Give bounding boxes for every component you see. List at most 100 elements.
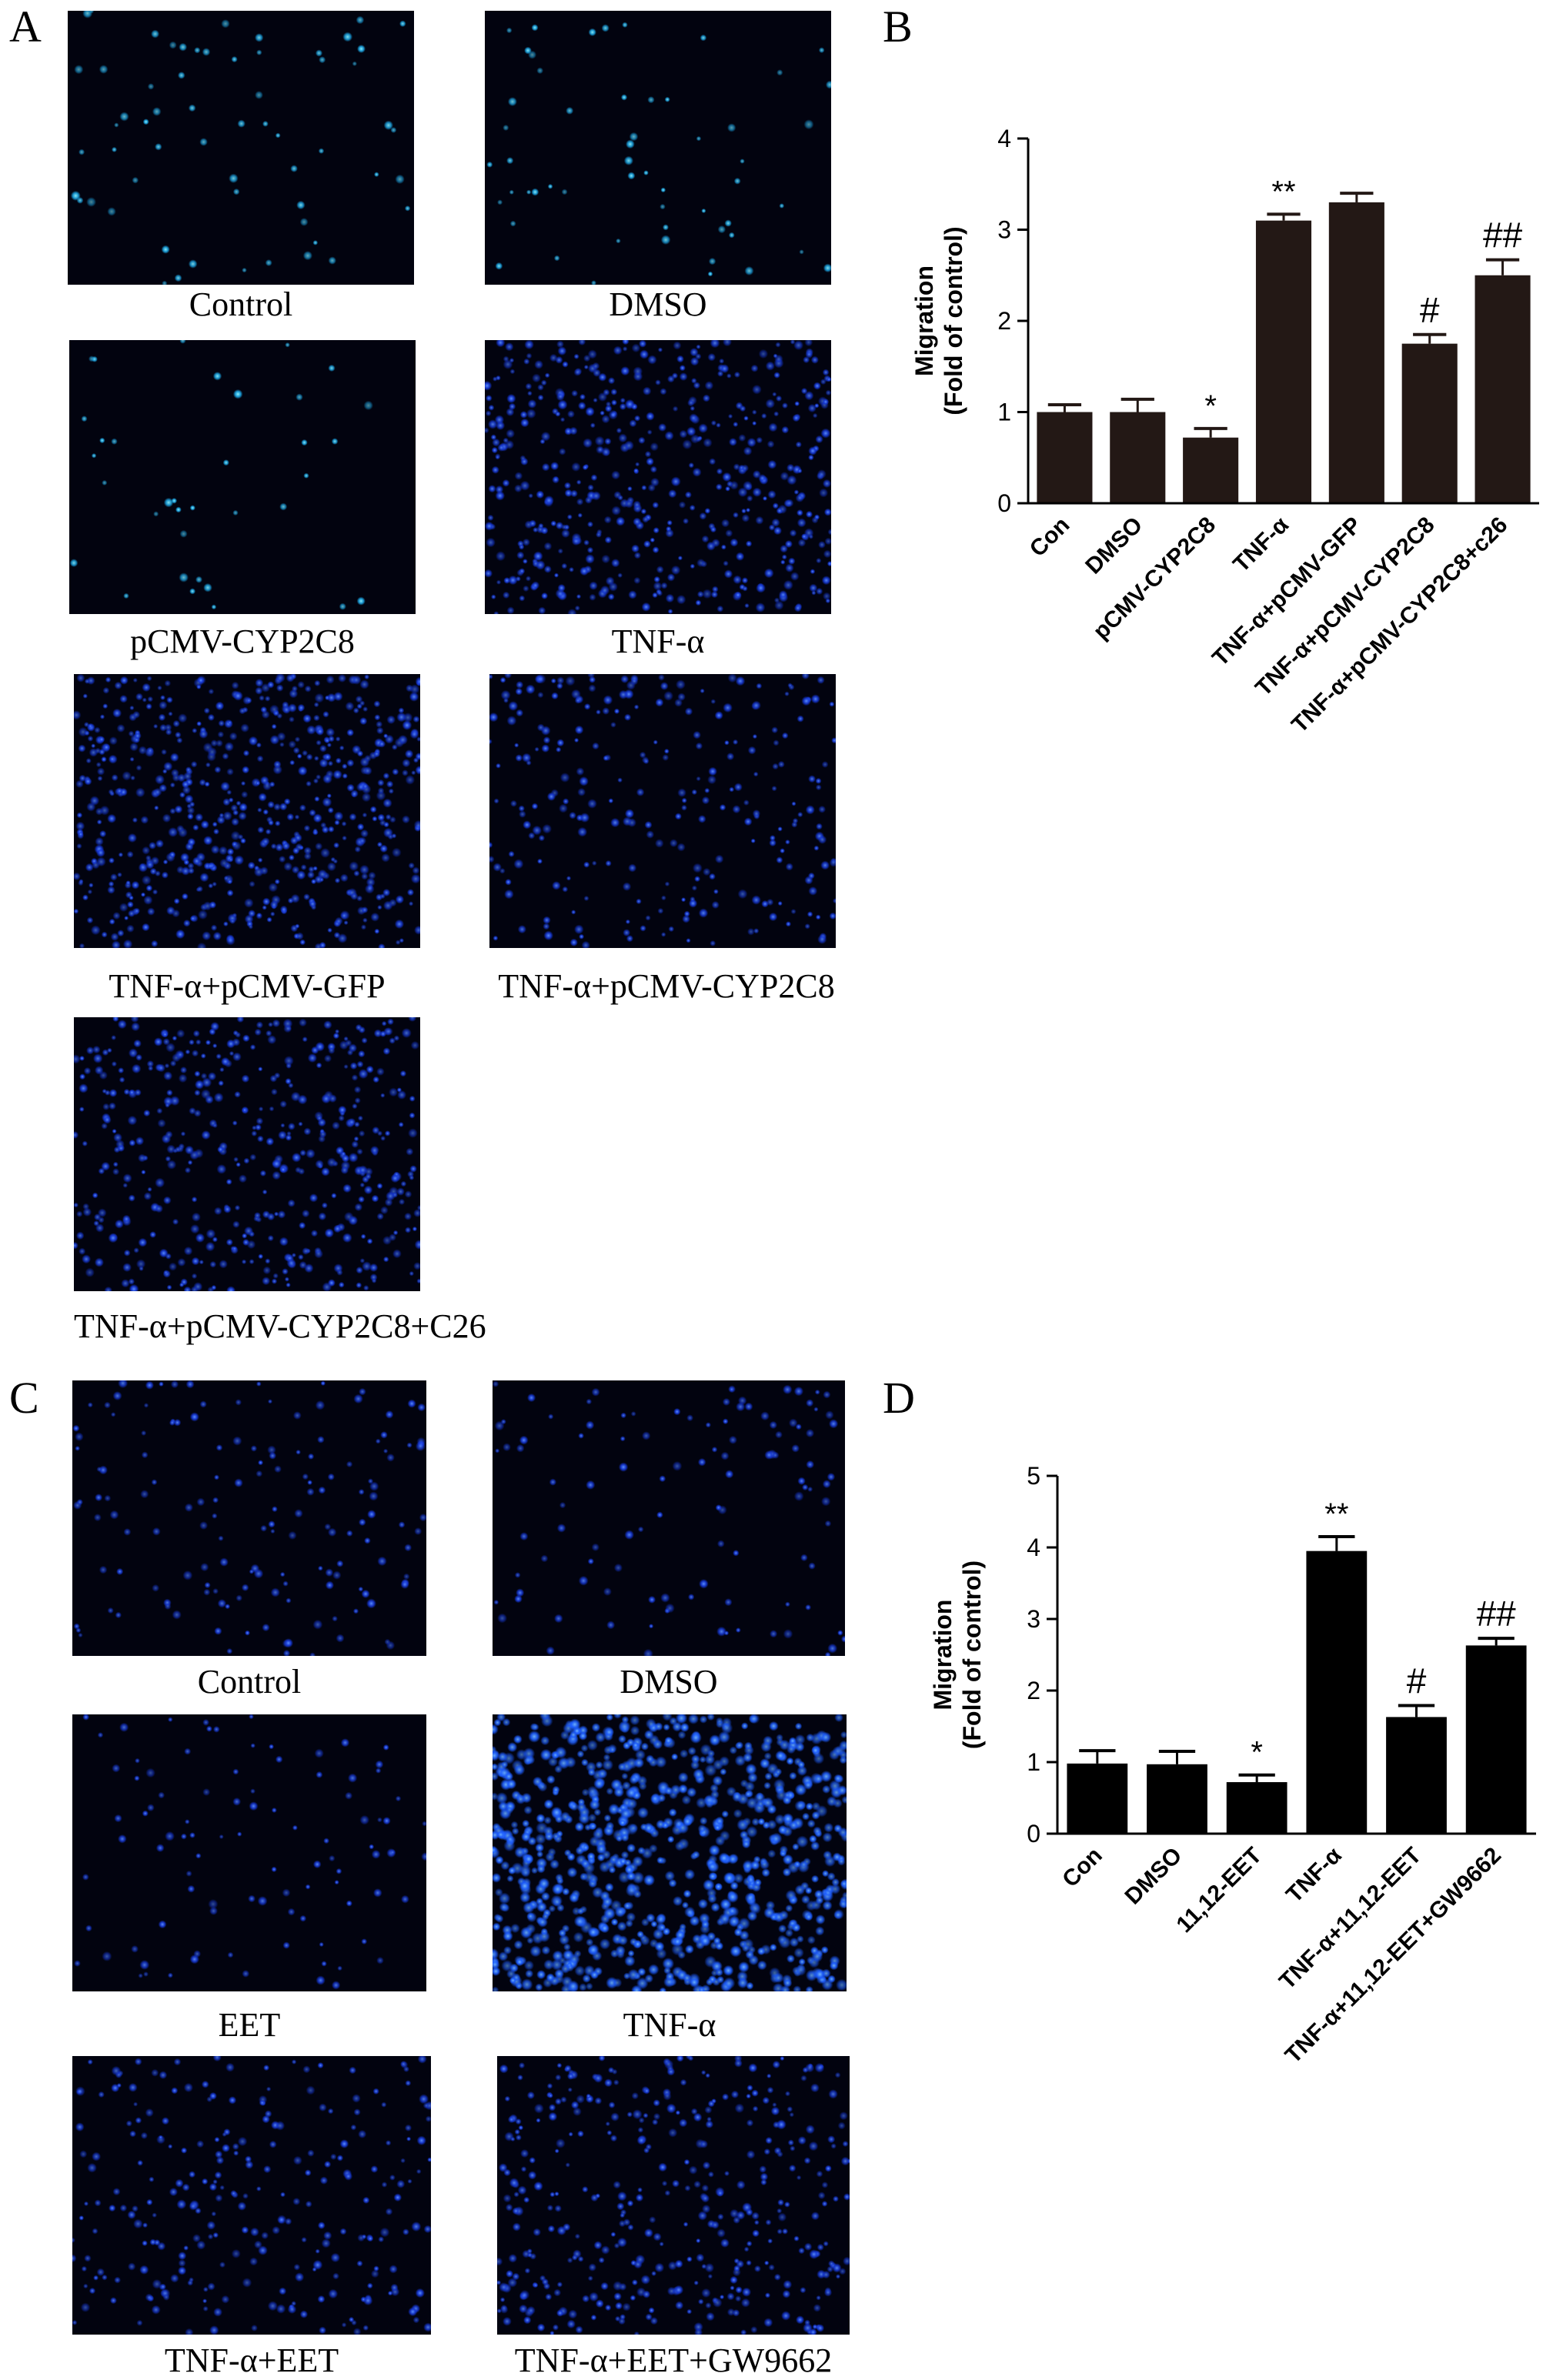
nucleus bbox=[780, 848, 785, 854]
nucleus bbox=[566, 106, 574, 115]
nucleus bbox=[351, 1140, 359, 1148]
nucleus bbox=[225, 1604, 231, 1610]
nucleus bbox=[192, 1030, 200, 1037]
nucleus bbox=[496, 1792, 508, 1804]
nucleus bbox=[741, 464, 750, 472]
nucleus bbox=[359, 1814, 370, 1825]
nucleus bbox=[766, 898, 774, 906]
panel-letter-d: D bbox=[883, 1373, 915, 1423]
nucleus bbox=[179, 340, 186, 344]
nucleus bbox=[699, 1715, 708, 1724]
nucleus bbox=[668, 489, 677, 499]
nucleus bbox=[229, 732, 238, 741]
nucleus bbox=[192, 824, 199, 831]
nucleus bbox=[756, 1960, 767, 1971]
nucleus bbox=[334, 819, 340, 826]
nucleus bbox=[635, 2193, 644, 2202]
nucleus bbox=[777, 2198, 784, 2206]
nucleus bbox=[95, 1494, 103, 1502]
nucleus bbox=[721, 1810, 730, 1818]
nucleus bbox=[691, 885, 697, 891]
y-tick-label: 0 bbox=[1027, 1820, 1040, 1848]
nucleus bbox=[164, 679, 172, 687]
nucleus bbox=[354, 1097, 361, 1104]
nucleus bbox=[743, 480, 753, 491]
nucleus bbox=[317, 869, 328, 880]
nucleus bbox=[809, 2249, 819, 2259]
nucleus bbox=[348, 1153, 359, 1163]
nucleus bbox=[515, 754, 523, 762]
nucleus bbox=[361, 1037, 368, 1044]
nucleus bbox=[222, 2131, 227, 2137]
nucleus bbox=[98, 2091, 105, 2098]
nucleus bbox=[404, 1190, 412, 1198]
nucleus bbox=[613, 2281, 623, 2292]
nucleus bbox=[696, 776, 701, 782]
nucleus bbox=[797, 715, 804, 723]
nucleus bbox=[740, 2329, 747, 2335]
nucleus bbox=[653, 581, 663, 591]
nucleus bbox=[214, 2137, 220, 2143]
nucleus bbox=[532, 825, 542, 836]
nucleus bbox=[618, 1734, 626, 1744]
nuclei-field bbox=[486, 22, 831, 285]
nucleus bbox=[606, 401, 612, 407]
nucleus bbox=[645, 915, 651, 921]
nucleus bbox=[787, 2106, 793, 2112]
nucleus bbox=[523, 1755, 533, 1765]
nucleus bbox=[712, 586, 719, 593]
nucleus bbox=[652, 546, 660, 554]
nucleus bbox=[237, 119, 245, 128]
nucleus bbox=[152, 1527, 161, 1536]
nucleus bbox=[523, 1805, 533, 1815]
nucleus bbox=[797, 539, 807, 547]
nucleus bbox=[553, 255, 560, 262]
nucleus bbox=[228, 2096, 237, 2105]
nucleus bbox=[762, 2096, 770, 2105]
nucleus bbox=[266, 1030, 272, 1037]
nucleus bbox=[620, 1412, 626, 1419]
nucleus bbox=[105, 1090, 111, 1096]
nucleus bbox=[543, 1816, 552, 1824]
nucleus bbox=[206, 2096, 212, 2102]
nucleus bbox=[380, 1206, 389, 1215]
nucleus bbox=[235, 1594, 242, 1602]
nucleus bbox=[188, 259, 198, 269]
nucleus bbox=[279, 502, 288, 511]
nucleus bbox=[389, 1087, 399, 1097]
nucleus bbox=[358, 1050, 366, 1058]
nucleus bbox=[643, 2088, 650, 2095]
nucleus bbox=[183, 1286, 192, 1291]
nucleus bbox=[510, 799, 517, 807]
nucleus bbox=[664, 431, 674, 441]
nucleus bbox=[402, 720, 412, 730]
nucleus bbox=[618, 1871, 630, 1884]
nucleus bbox=[381, 1020, 387, 1026]
nucleus bbox=[752, 2229, 760, 2238]
nucleus bbox=[286, 1063, 292, 1069]
nucleus bbox=[516, 709, 524, 717]
nucleus bbox=[708, 1871, 717, 1881]
nucleus bbox=[196, 886, 203, 893]
nucleus bbox=[697, 1824, 706, 1834]
nucleus bbox=[138, 1973, 143, 1978]
nucleus bbox=[489, 841, 493, 849]
nucleus bbox=[179, 792, 185, 798]
nucleus bbox=[127, 2210, 136, 2219]
nucleus bbox=[534, 359, 543, 369]
nucleus bbox=[536, 67, 543, 75]
nucleus bbox=[593, 2073, 603, 2083]
nucleus bbox=[365, 1173, 372, 1180]
nucleus bbox=[109, 1510, 119, 1520]
nucleus bbox=[827, 529, 831, 536]
nucleus bbox=[404, 1544, 412, 1552]
nucleus bbox=[86, 197, 96, 207]
nucleus bbox=[514, 743, 519, 748]
nucleus bbox=[493, 1922, 501, 1931]
nucleus bbox=[342, 763, 348, 769]
nucleus bbox=[729, 786, 735, 793]
nucleus bbox=[682, 915, 690, 923]
nucleus bbox=[516, 1444, 525, 1453]
nucleus bbox=[788, 1418, 798, 1427]
